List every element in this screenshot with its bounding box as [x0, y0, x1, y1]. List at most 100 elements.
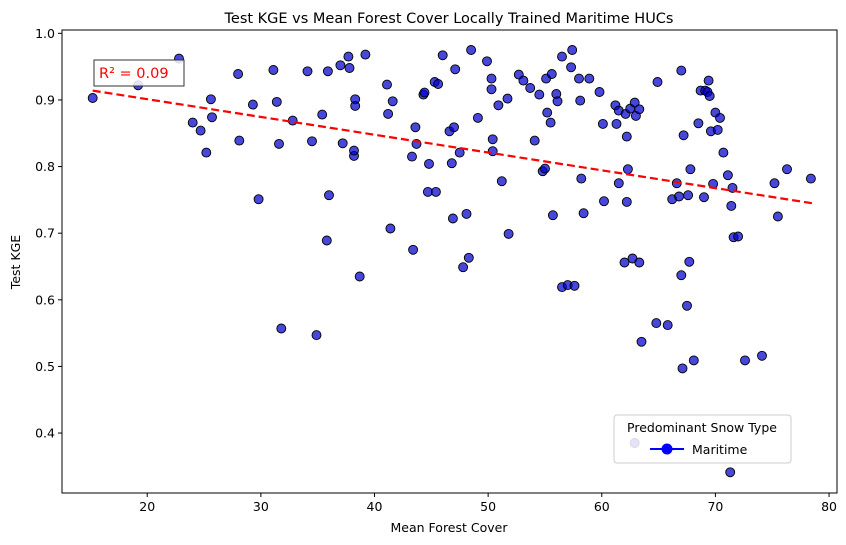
data-point [410, 122, 421, 133]
data-point [529, 135, 540, 146]
data-point [567, 45, 578, 55]
data-point [677, 363, 688, 374]
data-point [233, 69, 244, 79]
data-point [546, 69, 557, 79]
data-point [525, 83, 536, 93]
data-point [688, 355, 699, 366]
data-point [463, 252, 474, 263]
data-point [385, 223, 396, 234]
data-point [534, 89, 545, 100]
data-point [683, 190, 694, 201]
data-point [461, 208, 472, 219]
data-point [201, 147, 212, 158]
y-tick-label: 0.8 [35, 159, 55, 174]
data-point [450, 64, 461, 75]
data-point [597, 118, 608, 129]
legend-title: Predominant Snow Type [627, 420, 777, 435]
chart-title: Test KGE vs Mean Forest Cover Locally Tr… [224, 11, 674, 27]
y-tick-label: 0.4 [35, 426, 55, 441]
data-point [343, 51, 354, 62]
data-point [651, 318, 662, 329]
legend: Predominant Snow Type Maritime [613, 414, 792, 464]
data-point [382, 79, 392, 90]
data-point [703, 75, 714, 86]
data-point [187, 117, 198, 128]
data-point [634, 104, 645, 115]
x-axis-ticks: 20 30 40 50 60 70 80 [139, 493, 837, 514]
data-point [449, 122, 459, 133]
data-point [322, 66, 333, 77]
data-point [424, 158, 434, 169]
data-point [454, 147, 465, 158]
data-point [733, 231, 744, 242]
data-point [207, 112, 217, 123]
data-point [321, 235, 332, 246]
data-point [205, 94, 216, 105]
data-point [458, 262, 469, 273]
data-point [493, 100, 504, 111]
data-point [271, 96, 282, 107]
data-point [652, 77, 663, 87]
data-point [247, 99, 258, 110]
data-point [324, 190, 334, 201]
data-point [317, 109, 328, 120]
data-point [486, 73, 497, 84]
x-tick-label: 70 [707, 499, 723, 514]
data-point [693, 118, 704, 129]
data-point [576, 173, 587, 184]
x-tick-label: 60 [594, 499, 610, 514]
data-point [611, 118, 622, 129]
data-point [757, 350, 767, 361]
data-point [613, 178, 624, 189]
data-point [636, 336, 647, 347]
data-point [574, 73, 584, 84]
data-point [619, 257, 630, 268]
data-point [335, 60, 346, 71]
data-point [634, 257, 645, 268]
data-point [360, 49, 371, 60]
data-point [629, 97, 640, 108]
data-point [354, 271, 365, 282]
data-point [274, 138, 284, 149]
data-point [383, 108, 394, 119]
data-point [540, 163, 550, 174]
data-point [482, 56, 492, 67]
y-tick-label: 0.6 [35, 292, 55, 307]
data-point [662, 320, 673, 331]
data-point [447, 213, 458, 224]
data-point [276, 323, 287, 334]
data-point [502, 93, 513, 104]
data-point [566, 62, 577, 73]
data-point [805, 173, 816, 184]
data-point [712, 124, 723, 135]
r2-label: R² = 0.09 [99, 66, 169, 82]
y-tick-label: 0.9 [35, 92, 55, 107]
data-point [552, 96, 563, 107]
data-point [699, 192, 709, 203]
data-point [408, 244, 419, 255]
data-point [684, 256, 695, 267]
data-point [676, 270, 687, 281]
data-point [311, 330, 322, 341]
x-tick-label: 50 [480, 499, 496, 514]
data-point [678, 130, 689, 141]
data-point [594, 87, 605, 97]
data-point [726, 200, 737, 211]
data-point [715, 112, 725, 123]
data-point [446, 158, 457, 169]
y-tick-label: 1.0 [35, 26, 55, 41]
data-point [253, 194, 264, 205]
plot-frame [61, 29, 838, 494]
r2-box [93, 59, 185, 87]
legend-entry-maritime: Maritime [692, 442, 748, 457]
data-point [769, 178, 780, 189]
data-point [722, 170, 733, 181]
data-point [718, 147, 729, 158]
data-point [674, 191, 684, 202]
data-point [302, 66, 313, 77]
data-point [569, 280, 580, 291]
x-tick-label: 20 [139, 499, 155, 514]
data-point [234, 135, 245, 146]
data-point [195, 125, 206, 136]
